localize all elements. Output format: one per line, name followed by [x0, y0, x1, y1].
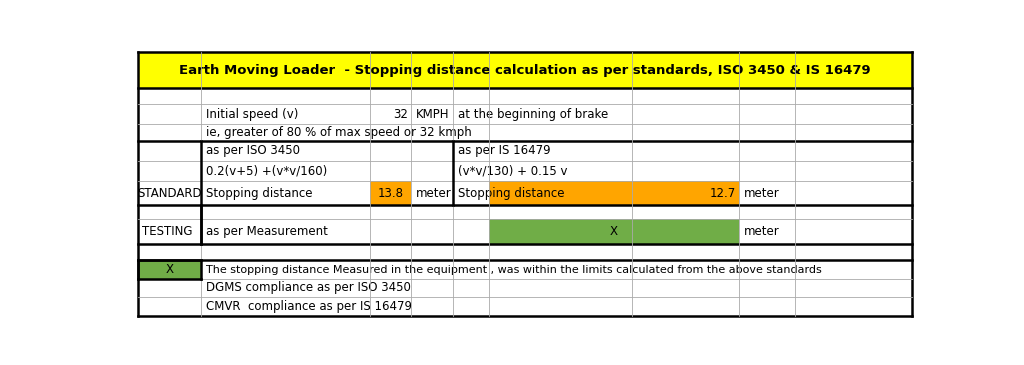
Bar [489, 181, 739, 205]
Text: Initial speed (v): Initial speed (v) [206, 108, 298, 121]
Text: 32: 32 [393, 108, 409, 121]
Text: The stopping distance Measured in the equipment , was within the limits calculat: The stopping distance Measured in the eq… [206, 265, 821, 275]
Text: 0.2(v+5) +(v*v/160): 0.2(v+5) +(v*v/160) [206, 165, 327, 177]
Text: meter: meter [416, 187, 452, 200]
Text: STANDARD: STANDARD [137, 187, 202, 200]
Bar [489, 219, 739, 244]
Text: KMPH: KMPH [416, 108, 450, 121]
Text: as per IS 16479: as per IS 16479 [458, 145, 551, 157]
Text: TESTING: TESTING [142, 225, 193, 238]
Text: meter: meter [743, 187, 779, 200]
Text: Stopping distance: Stopping distance [206, 187, 312, 200]
Text: 13.8: 13.8 [378, 187, 403, 200]
Text: meter: meter [743, 225, 779, 238]
Text: X: X [165, 263, 173, 276]
Text: ie, greater of 80 % of max speed or 32 kmph: ie, greater of 80 % of max speed or 32 k… [206, 126, 471, 139]
Bar [370, 181, 412, 205]
Text: DGMS compliance as per ISO 3450: DGMS compliance as per ISO 3450 [206, 281, 411, 295]
Text: X: X [610, 225, 618, 238]
Text: (v*v/130) + 0.15 v: (v*v/130) + 0.15 v [458, 165, 567, 177]
Text: at the beginning of brake: at the beginning of brake [458, 108, 608, 121]
Text: Stopping distance: Stopping distance [458, 187, 564, 200]
Text: 12.7: 12.7 [710, 187, 736, 200]
Bar [137, 260, 201, 279]
Bar [137, 52, 912, 88]
Text: Earth Moving Loader  - Stopping distance calculation as per standards, ISO 3450 : Earth Moving Loader - Stopping distance … [179, 64, 870, 77]
Text: as per Measurement: as per Measurement [206, 225, 328, 238]
Text: as per ISO 3450: as per ISO 3450 [206, 145, 300, 157]
Text: CMVR  compliance as per IS 16479: CMVR compliance as per IS 16479 [206, 300, 412, 313]
